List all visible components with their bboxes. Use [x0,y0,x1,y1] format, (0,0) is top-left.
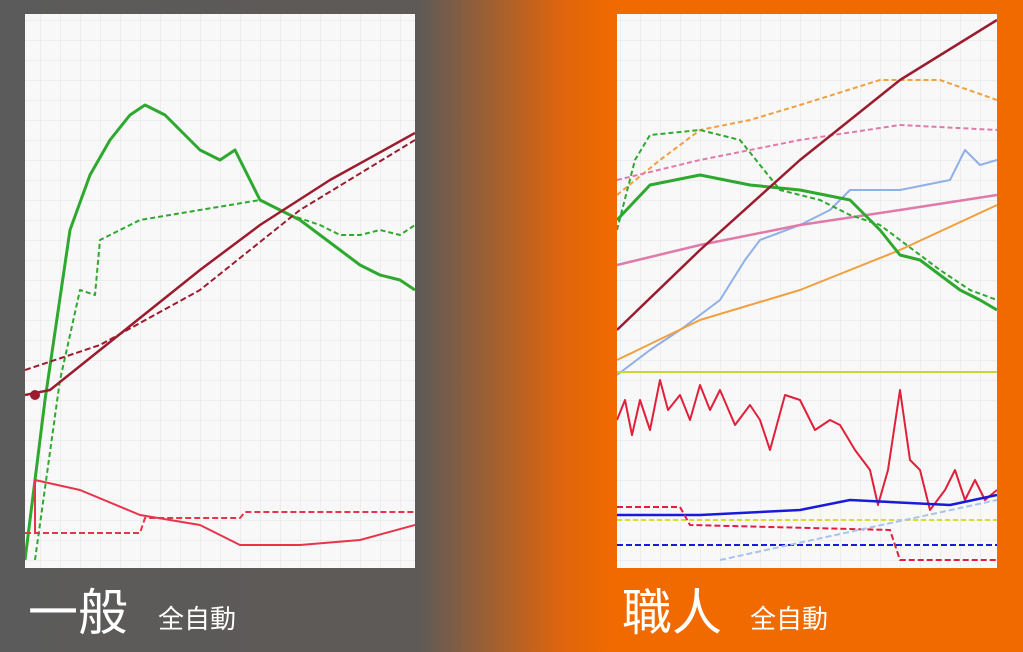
line [617,193,997,267]
grid [25,14,415,568]
line [617,149,997,376]
line [617,18,997,331]
panel-title: 職人 [622,584,722,642]
left-chart [25,14,415,568]
line [25,511,415,534]
panel-title: 一般 [28,584,128,642]
line [617,506,997,561]
grid [617,14,997,568]
right-chart [617,14,997,568]
line [617,204,997,361]
line [25,131,415,397]
line [617,493,997,517]
line [719,499,997,561]
line [34,479,415,546]
line [34,199,415,561]
panel-subtitle: 全自動 [158,605,236,635]
point [30,390,40,400]
line [25,139,415,371]
line [617,173,997,312]
line [25,103,415,561]
panel-subtitle: 全自動 [750,605,828,635]
line [617,124,997,181]
